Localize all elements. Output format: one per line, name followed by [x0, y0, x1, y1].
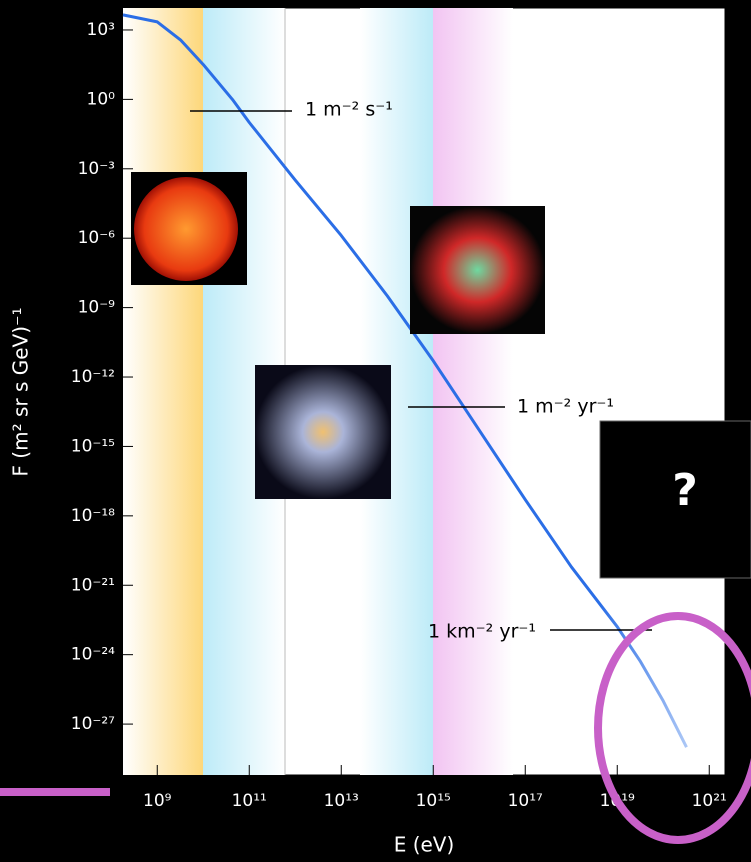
y-tick-label: 10⁻⁹ [78, 298, 116, 318]
x-tick-label: 10¹⁷ [508, 791, 543, 811]
annotation: 1 m⁻² s⁻¹ [305, 99, 393, 121]
x-tick-label: 10¹⁵ [416, 791, 451, 811]
band [433, 8, 513, 775]
sun [134, 177, 238, 281]
y-tick-label: 10⁻²⁷ [71, 714, 115, 734]
y-tick-label: 10⁻³ [78, 159, 115, 179]
band [123, 8, 203, 775]
mystery-label: ? [672, 465, 698, 516]
y-tick-label: 10⁻⁶ [78, 228, 116, 248]
y-tick-label: 10⁻²¹ [71, 575, 115, 595]
x-axis-label: E (eV) [394, 833, 455, 857]
y-axis-label: F (m² sr s GeV)⁻¹ [9, 307, 33, 476]
y-tick-label: 10³ [87, 20, 115, 40]
plot-area [123, 8, 725, 775]
y-tick-label: 10⁻¹⁵ [71, 436, 115, 456]
nebula-image [410, 206, 545, 334]
chart: 10³ 10⁰ 10⁻³ 10⁻⁶ 10⁻⁹ 10⁻¹² 10⁻¹⁵ 10⁻¹⁸ 10⁻²¹ 10… [0, 0, 751, 862]
y-tick-label: 10⁰ [87, 89, 116, 109]
y-tick-label: 10⁻¹² [71, 367, 115, 387]
x-tick-label: 10¹¹ [232, 791, 267, 811]
x-tick-label: 10⁹ [143, 791, 172, 811]
annotation: 1 km⁻² yr⁻¹ [428, 621, 536, 643]
y-tick-label: 10⁻¹⁸ [71, 506, 115, 526]
annotation: 1 m⁻² yr⁻¹ [517, 396, 614, 418]
x-tick-label: 10²¹ [692, 791, 727, 811]
y-tick-label: 10⁻²⁴ [71, 645, 115, 665]
galaxy-image [255, 365, 391, 499]
x-tick-label: 10¹³ [324, 791, 359, 811]
